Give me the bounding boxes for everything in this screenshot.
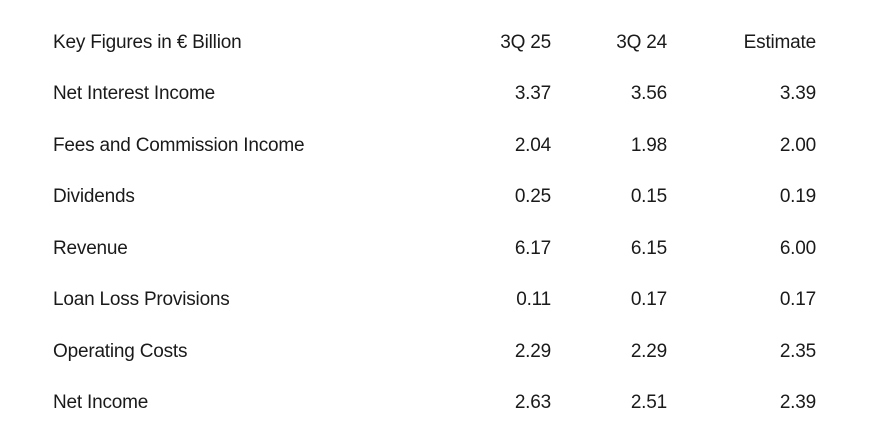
row-value-estimate: 2.39 [779,392,816,414]
table-row: Operating Costs 2.29 2.29 2.35 [53,326,816,378]
row-value-3q24: 3.56 [630,83,667,105]
table-row: Net Income 2.63 2.51 2.39 [53,378,816,430]
row-label: Dividends [53,186,135,208]
row-value-estimate: 2.00 [779,134,816,156]
row-value-estimate: 6.00 [779,237,816,259]
header-3q24: 3Q 24 [616,31,667,53]
table-row: Loan Loss Provisions 0.11 0.17 0.17 [53,275,816,327]
table-row: Dividends 0.25 0.15 0.19 [53,172,816,224]
table-row: Revenue 6.17 6.15 6.00 [53,223,816,275]
key-figures-table: Key Figures in € Billion 3Q 25 3Q 24 Est… [53,17,816,429]
table-row: Fees and Commission Income 2.04 1.98 2.0… [53,120,816,172]
row-value-3q25: 2.29 [514,340,551,362]
row-value-3q25: 0.11 [516,289,551,311]
header-3q25: 3Q 25 [500,31,551,53]
row-value-3q24: 0.15 [630,186,667,208]
row-value-3q25: 2.04 [514,134,551,156]
row-label: Operating Costs [53,340,188,362]
row-value-estimate: 2.35 [779,340,816,362]
row-value-3q25: 0.25 [514,186,551,208]
table-row: Net Interest Income 3.37 3.56 3.39 [53,69,816,121]
header-estimate: Estimate [743,31,817,53]
row-value-estimate: 3.39 [779,83,816,105]
row-value-3q24: 0.17 [630,289,667,311]
row-value-3q25: 2.63 [514,392,551,414]
row-value-estimate: 0.19 [779,186,816,208]
row-value-3q24: 2.29 [630,340,667,362]
row-label: Net Income [53,392,149,414]
row-value-3q24: 1.98 [630,134,667,156]
row-value-estimate: 0.17 [779,289,816,311]
header-label: Key Figures in € Billion [53,31,242,53]
row-label: Loan Loss Provisions [53,289,230,311]
row-value-3q24: 2.51 [630,392,667,414]
row-label: Fees and Commission Income [53,134,305,156]
table-header-row: Key Figures in € Billion 3Q 25 3Q 24 Est… [53,17,816,69]
row-value-3q25: 3.37 [514,83,551,105]
row-label: Revenue [53,237,128,259]
row-value-3q25: 6.17 [514,237,551,259]
row-value-3q24: 6.15 [630,237,667,259]
row-label: Net Interest Income [53,83,215,105]
